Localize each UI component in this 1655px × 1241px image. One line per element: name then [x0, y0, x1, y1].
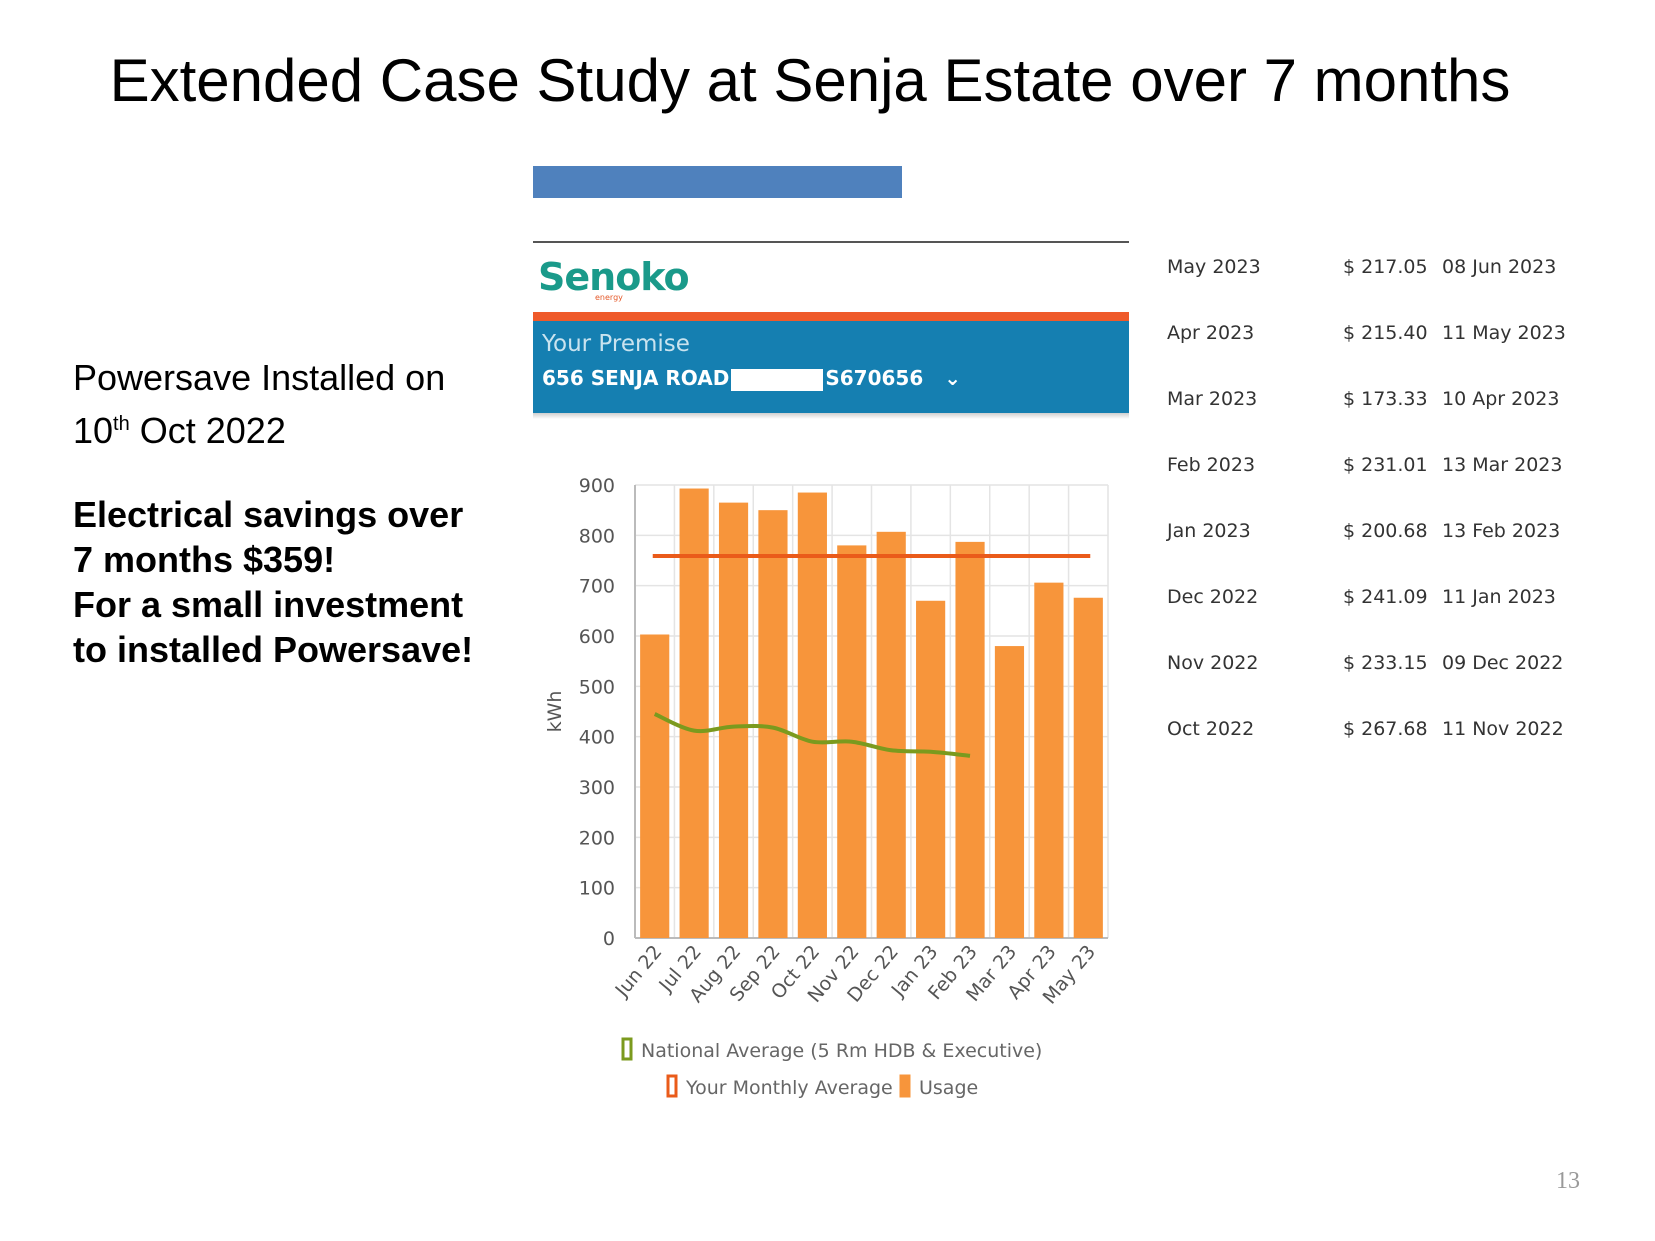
savings-line-1: Electrical savings over — [73, 494, 464, 535]
usage-bar — [994, 646, 1025, 938]
bill-month: Dec 2022 — [1167, 586, 1259, 608]
installed-line2: 10th Oct 2022 — [73, 401, 513, 454]
y-tick-label: 500 — [579, 676, 615, 698]
bill-date: 10 Apr 2023 — [1442, 388, 1560, 410]
y-tick-label: 0 — [603, 928, 615, 950]
bill-month: Oct 2022 — [1167, 718, 1255, 740]
installed-line1: Powersave Installed on — [73, 357, 446, 398]
y-tick-label: 600 — [579, 626, 615, 648]
bill-date: 13 Mar 2023 — [1442, 454, 1563, 476]
premise-address-start: 656 SENJA ROAD — [542, 366, 730, 390]
premise-panel[interactable]: Your Premise 656 SENJA ROAD S670656 ⌄ — [533, 321, 1129, 413]
y-tick-label: 700 — [579, 576, 615, 598]
brand-subtitle: energy — [595, 293, 623, 302]
y-axis-label: kWh — [544, 691, 566, 733]
bill-month: Mar 2023 — [1167, 388, 1258, 410]
savings-note: Electrical savings over 7 months $359! F… — [73, 492, 513, 672]
bill-date: 11 Jan 2023 — [1442, 586, 1556, 608]
usage-bar — [1034, 582, 1064, 938]
bill-month: May 2023 — [1167, 256, 1261, 278]
bill-date: 08 Jun 2023 — [1442, 256, 1557, 278]
installed-note: Powersave Installed on 10th Oct 2022 — [73, 355, 513, 454]
usage-bar — [718, 502, 749, 938]
header-divider — [533, 241, 1129, 243]
y-tick-label: 300 — [579, 777, 615, 799]
blue-banner — [533, 166, 902, 198]
bill-amount: $ 173.33 — [1343, 388, 1428, 410]
bill-date: 11 May 2023 — [1442, 322, 1566, 344]
bill-row: Dec 2022 $ 241.09 11 Jan 2023 — [1167, 586, 1587, 616]
usage-bar — [679, 488, 709, 938]
x-tick-label: Jun 22 — [611, 941, 667, 1002]
bill-row: Feb 2023 $ 231.01 13 Mar 2023 — [1167, 454, 1587, 484]
installed-rest: Oct 2022 — [139, 410, 286, 451]
premise-address[interactable]: 656 SENJA ROAD S670656 ⌄ — [542, 366, 961, 391]
y-tick-label: 400 — [579, 727, 615, 749]
legend-national-average-swatch — [621, 1037, 633, 1061]
brand-accent-line — [533, 312, 1129, 321]
bill-month: Nov 2022 — [1167, 652, 1259, 674]
usage-bar — [640, 634, 670, 938]
y-tick-label: 900 — [579, 475, 615, 497]
savings-line-3: For a small investment — [73, 584, 464, 625]
bill-amount: $ 217.05 — [1343, 256, 1428, 278]
y-tick-label: 800 — [579, 525, 615, 547]
savings-line-4: to installed Powersave! — [73, 629, 474, 670]
bill-amount: $ 267.68 — [1343, 718, 1428, 740]
usage-bar — [876, 531, 906, 938]
chevron-down-icon[interactable]: ⌄ — [944, 366, 961, 390]
legend-monthly-average: Your Monthly Average — [685, 1077, 893, 1099]
bill-row: Jan 2023 $ 200.68 13 Feb 2023 — [1167, 520, 1587, 550]
installed-day-suffix: th — [113, 413, 130, 435]
bill-row: Mar 2023 $ 173.33 10 Apr 2023 — [1167, 388, 1587, 418]
bill-month: Apr 2023 — [1167, 322, 1255, 344]
page-number: 13 — [1556, 1168, 1580, 1194]
bill-amount: $ 233.15 — [1343, 652, 1428, 674]
premise-label: Your Premise — [542, 331, 690, 357]
bill-date: 11 Nov 2022 — [1442, 718, 1564, 740]
legend-usage-swatch — [899, 1074, 911, 1098]
bill-amount: $ 200.68 — [1343, 520, 1428, 542]
legend-usage: Usage — [919, 1077, 978, 1099]
bill-date: 09 Dec 2022 — [1442, 652, 1564, 674]
usage-bar — [797, 492, 827, 938]
savings-line-2: 7 months $359! — [73, 539, 336, 580]
bill-row: Oct 2022 $ 267.68 11 Nov 2022 — [1167, 718, 1587, 748]
bill-row: Nov 2022 $ 233.15 09 Dec 2022 — [1167, 652, 1587, 682]
usage-bar — [1073, 597, 1103, 938]
premise-address-end: S670656 — [825, 366, 924, 390]
bill-row: Apr 2023 $ 215.40 11 May 2023 — [1167, 322, 1587, 352]
y-tick-label: 200 — [579, 827, 615, 849]
national-average-line — [653, 712, 971, 758]
usage-bar — [758, 510, 788, 938]
legend-monthly-average-swatch — [666, 1074, 678, 1098]
installed-day: 10 — [73, 410, 114, 451]
usage-bar — [916, 600, 946, 938]
bill-month: Jan 2023 — [1167, 520, 1251, 542]
bill-row: May 2023 $ 217.05 08 Jun 2023 — [1167, 256, 1587, 286]
bill-amount: $ 215.40 — [1343, 322, 1428, 344]
usage-bar — [955, 541, 985, 938]
bill-amount: $ 241.09 — [1343, 586, 1428, 608]
bill-amount: $ 231.01 — [1343, 454, 1428, 476]
bill-date: 13 Feb 2023 — [1442, 520, 1561, 542]
brand-logo: Senoko — [538, 255, 690, 299]
legend-national-average: National Average (5 Rm HDB & Executive) — [641, 1040, 1042, 1062]
y-tick-label: 100 — [579, 878, 615, 900]
bill-month: Feb 2023 — [1167, 454, 1256, 476]
redaction-block — [731, 368, 824, 391]
slide-title: Extended Case Study at Senja Estate over… — [109, 47, 1511, 114]
premise-shadow — [533, 413, 1129, 419]
